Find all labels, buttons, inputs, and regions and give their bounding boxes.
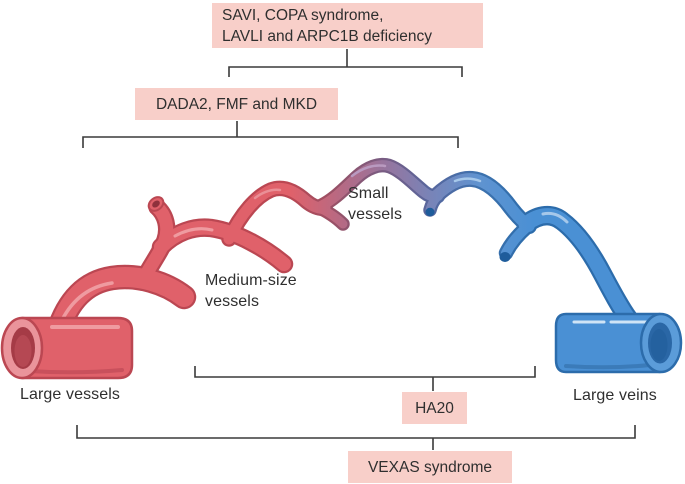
large-vein-arch (518, 208, 636, 326)
large-vein-cylinder (554, 312, 683, 374)
small-vessel-purple (316, 160, 443, 211)
label-large-veins: Large veins (573, 387, 657, 404)
vessel-highlights (60, 164, 569, 322)
small-vessel-blue (431, 173, 535, 232)
blue-stub-opening-2 (499, 252, 511, 262)
box-ha20: HA20 (402, 392, 467, 424)
vessel-bodies (48, 160, 636, 342)
bracket-medium-vessels (82, 121, 459, 148)
label-small-vessels: Small vessels (348, 185, 403, 223)
box-medium-vessel-syndromes: DADA2, FMF and MKD (135, 88, 338, 120)
label-medium-vessels: Medium-size vessels (205, 272, 297, 310)
bracket-small-vessels (228, 49, 463, 77)
bracket-ha20 (194, 366, 536, 391)
bracket-vexas (76, 425, 636, 450)
box-small-vessel-syndromes: SAVI, COPA syndrome, LAVLI and ARPC1B de… (212, 3, 483, 48)
blue-stub-opening-1 (425, 207, 435, 217)
large-artery-cylinder (0, 316, 134, 380)
box-vexas: VEXAS syndrome (348, 451, 512, 483)
brackets (76, 49, 636, 450)
label-large-vessels: Large vessels (20, 386, 121, 403)
red-stub-opening (147, 196, 165, 212)
